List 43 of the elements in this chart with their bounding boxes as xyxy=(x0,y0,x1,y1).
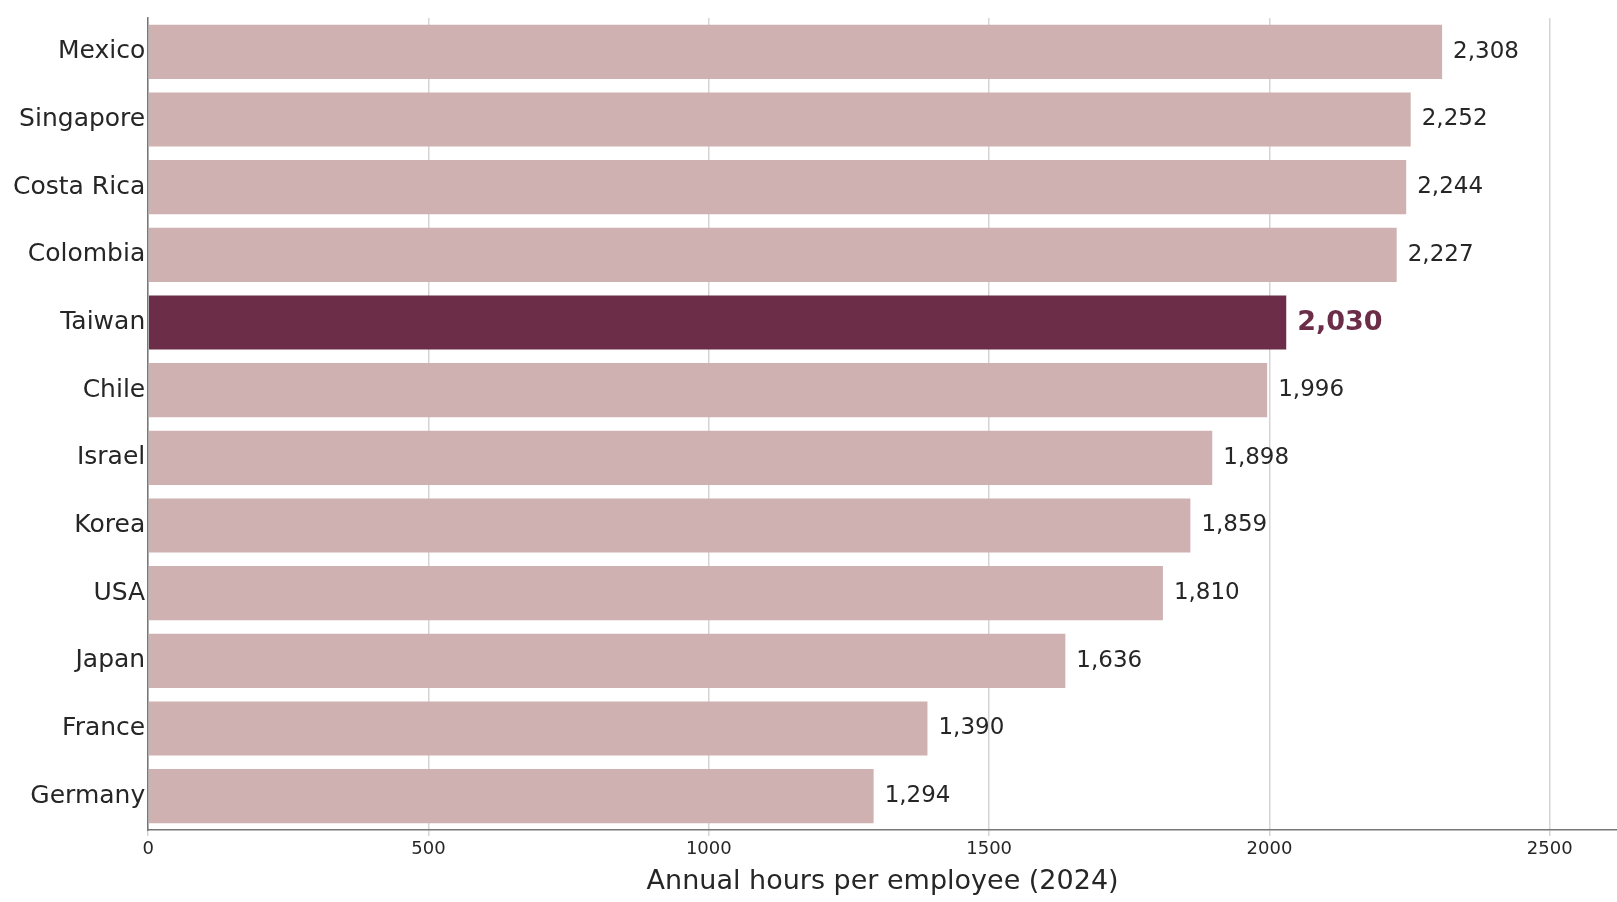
bar xyxy=(148,498,1191,553)
y-tick-label: Costa Rica xyxy=(12,170,146,200)
bar xyxy=(148,227,1397,282)
x-tick-label: 500 xyxy=(411,837,446,859)
bar xyxy=(148,430,1213,485)
data-label: 2,252 xyxy=(1421,104,1488,131)
bar xyxy=(148,92,1411,147)
bar xyxy=(148,566,1163,621)
y-tick-label: Israel xyxy=(76,441,146,471)
data-label: 1,859 xyxy=(1201,510,1268,537)
data-label: 2,030 xyxy=(1297,304,1383,336)
y-tick-label: Chile xyxy=(82,373,146,403)
x-tick-label: 2000 xyxy=(1246,837,1293,859)
y-tick-label: Singapore xyxy=(19,103,146,132)
y-tick-label: Colombia xyxy=(27,238,146,268)
y-tick-label: Mexico xyxy=(57,35,146,65)
y-tick-label: Taiwan xyxy=(59,306,146,335)
data-label: 1,390 xyxy=(938,713,1005,740)
bar xyxy=(148,24,1443,79)
y-tick-label: Germany xyxy=(30,779,146,809)
data-label: 1,636 xyxy=(1076,645,1143,672)
bar xyxy=(148,160,1407,215)
bar xyxy=(148,769,874,824)
x-tick-label: 2500 xyxy=(1526,837,1573,859)
bar xyxy=(148,363,1268,418)
data-label: 1,294 xyxy=(884,781,951,808)
bar xyxy=(148,295,1287,350)
x-tick-label: 1500 xyxy=(966,837,1013,859)
y-tick-label: Japan xyxy=(73,644,146,674)
data-label: 2,308 xyxy=(1453,36,1519,63)
y-tick-label: France xyxy=(62,712,146,741)
data-label: 1,810 xyxy=(1173,578,1240,605)
data-label: 2,227 xyxy=(1407,239,1474,266)
x-tick-label: 0 xyxy=(142,837,154,859)
bar xyxy=(148,633,1066,688)
bar xyxy=(148,701,928,756)
data-label: 1,996 xyxy=(1278,375,1345,402)
y-tick-label: USA xyxy=(93,576,146,606)
x-tick-label: 1000 xyxy=(685,837,732,859)
data-label: 2,244 xyxy=(1417,172,1484,199)
x-axis-title: Annual hours per employee (2024) xyxy=(646,863,1119,895)
y-tick-label: Korea xyxy=(74,509,146,538)
data-label: 1,898 xyxy=(1223,442,1290,469)
